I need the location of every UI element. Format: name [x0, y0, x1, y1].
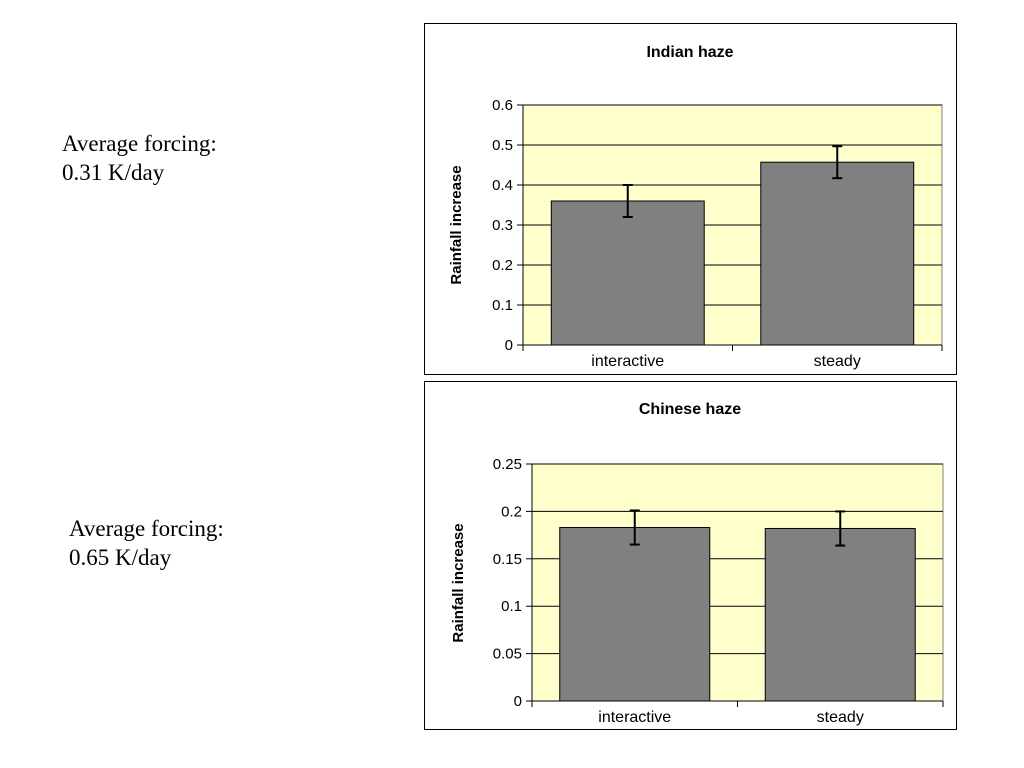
x-tick-label: interactive [591, 353, 664, 370]
bar [559, 527, 711, 702]
chart-title: Chinese haze [639, 401, 741, 418]
y-tick-label: 0.2 [492, 257, 513, 274]
y-tick-label: 0.05 [493, 646, 522, 663]
y-tick-label: 0.2 [501, 503, 522, 520]
chinese-haze-chart: Chinese haze 0 0.05 0.1 0.15 0.2 0.25 interact… [424, 381, 957, 730]
plot-area: 0 0.1 0.2 0.3 0.4 0.5 0.6 interactive steady [492, 97, 943, 370]
forcing-note-label: Average forcing: [69, 516, 224, 541]
plot-area: 0 0.05 0.1 0.15 0.2 0.25 interactive steady [493, 456, 944, 726]
y-tick-label: 0.15 [493, 551, 522, 568]
x-tick-label: interactive [598, 709, 671, 726]
y-tick-label: 0.5 [492, 137, 513, 154]
y-tick-label: 0.25 [493, 456, 522, 473]
y-tick-label: 0.6 [492, 97, 513, 114]
forcing-note-value: 0.65 K/day [69, 545, 172, 570]
chinese-haze-chart-svg: Chinese haze 0 0.05 0.1 0.15 0.2 0.25 interact… [424, 381, 957, 730]
x-tick-label: steady [817, 709, 864, 726]
bar [764, 527, 916, 702]
y-tick-label: 0 [514, 693, 522, 710]
chart-title: Indian haze [646, 44, 733, 61]
forcing-note-value: 0.31 K/day [62, 160, 165, 185]
y-tick-label: 0.1 [501, 598, 522, 615]
bar [760, 161, 915, 346]
indian-haze-chart: Indian haze 0 0.1 0.2 0.3 0.4 0.5 0.6 interacti… [424, 23, 957, 375]
y-tick-label: 0.4 [492, 177, 513, 194]
y-tick-label: 0 [505, 337, 513, 354]
forcing-note-label: Average forcing: [62, 131, 217, 156]
forcing-note-chinese: Average forcing: 0.65 K/day [69, 514, 224, 572]
forcing-note-indian: Average forcing: 0.31 K/day [62, 129, 217, 187]
y-tick-label: 0.3 [492, 217, 513, 234]
bar [550, 200, 705, 346]
y-tick-label: 0.1 [492, 297, 513, 314]
y-axis-label: Rainfall increase [450, 523, 467, 642]
x-tick-label: steady [814, 353, 861, 370]
indian-haze-chart-svg: Indian haze 0 0.1 0.2 0.3 0.4 0.5 0.6 interacti… [424, 23, 957, 375]
y-axis-label: Rainfall increase [448, 165, 465, 284]
